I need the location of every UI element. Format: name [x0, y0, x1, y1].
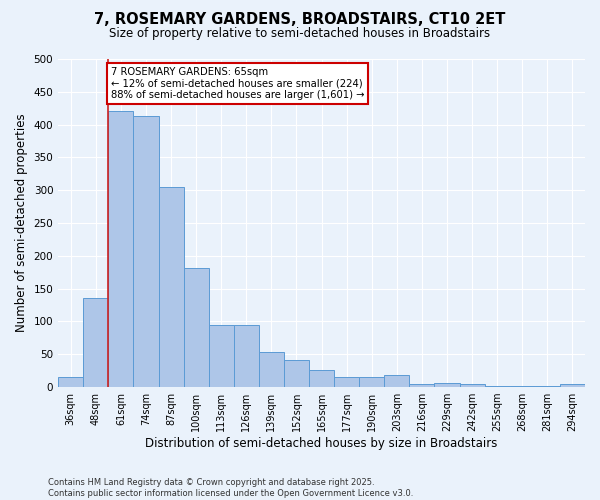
Bar	[510, 386, 535, 387]
X-axis label: Distribution of semi-detached houses by size in Broadstairs: Distribution of semi-detached houses by …	[145, 437, 498, 450]
Bar	[234, 324, 259, 387]
Bar	[385, 374, 409, 387]
Bar	[309, 370, 334, 387]
Text: 7, ROSEMARY GARDENS, BROADSTAIRS, CT10 2ET: 7, ROSEMARY GARDENS, BROADSTAIRS, CT10 2…	[94, 12, 506, 28]
Bar	[133, 116, 158, 387]
Bar	[83, 298, 109, 387]
Bar	[535, 386, 560, 387]
Bar	[109, 112, 133, 387]
Bar	[58, 376, 83, 387]
Y-axis label: Number of semi-detached properties: Number of semi-detached properties	[15, 114, 28, 332]
Bar	[485, 386, 510, 387]
Bar	[409, 384, 434, 387]
Bar	[560, 384, 585, 387]
Bar	[184, 268, 209, 387]
Bar	[334, 376, 359, 387]
Bar	[434, 383, 460, 387]
Bar	[359, 377, 385, 387]
Bar	[284, 360, 309, 387]
Bar	[209, 324, 234, 387]
Text: Size of property relative to semi-detached houses in Broadstairs: Size of property relative to semi-detach…	[109, 28, 491, 40]
Bar	[158, 187, 184, 387]
Bar	[460, 384, 485, 387]
Text: 7 ROSEMARY GARDENS: 65sqm
← 12% of semi-detached houses are smaller (224)
88% of: 7 ROSEMARY GARDENS: 65sqm ← 12% of semi-…	[111, 67, 364, 100]
Bar	[259, 352, 284, 387]
Text: Contains HM Land Registry data © Crown copyright and database right 2025.
Contai: Contains HM Land Registry data © Crown c…	[48, 478, 413, 498]
